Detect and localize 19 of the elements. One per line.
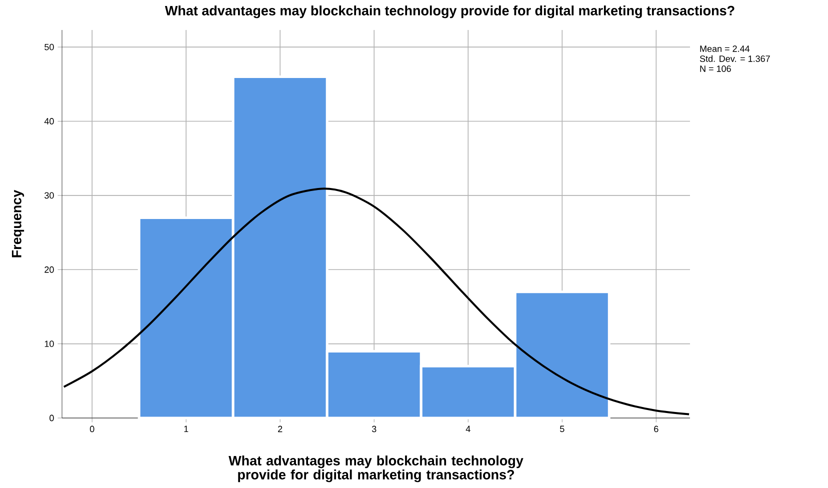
text: Std. Dev. = 1.367 xyxy=(700,55,770,62)
x-tick-label: 5 xyxy=(560,426,564,432)
y-tick-label: 30 xyxy=(44,192,54,199)
x-tick-label: 1 xyxy=(184,426,188,432)
x-tick-label: 2 xyxy=(278,426,282,432)
x-tick-label: 3 xyxy=(372,426,376,432)
text: N = 106 xyxy=(700,66,731,72)
y-tick-label: 20 xyxy=(44,266,54,273)
text: Mean = 2.44 xyxy=(700,46,750,52)
y-tick-label: 50 xyxy=(44,44,54,50)
x-tick-label: 6 xyxy=(654,426,658,432)
y-tick-label: 40 xyxy=(44,118,54,124)
x-tick-label: 4 xyxy=(466,426,470,432)
y-tick-label: 0 xyxy=(50,414,54,422)
y-tick-label: 10 xyxy=(44,340,54,348)
x-axis-title: What advantages may blockchain technology provide for digital marketing transactions? xyxy=(228,456,524,482)
chart-title: What advantages may blockchain technology provide for digital marketing transactions? xyxy=(164,6,734,18)
y-axis-title: Frequency xyxy=(12,190,24,258)
x-tick-label: 0 xyxy=(90,426,94,432)
